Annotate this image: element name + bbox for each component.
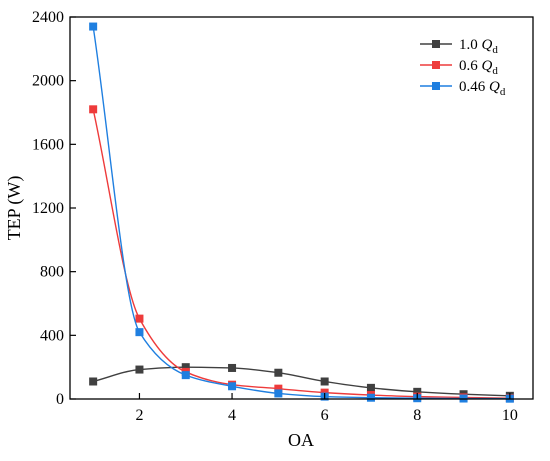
y-axis-title: TEP (W) — [4, 176, 25, 241]
series-line — [92, 366, 510, 397]
x-axis-title: OA — [288, 430, 314, 450]
data-point — [181, 363, 190, 372]
y-tick-label: 800 — [40, 264, 64, 281]
data-point — [135, 328, 144, 337]
series-line — [92, 26, 510, 400]
data-point — [228, 363, 237, 372]
y-tick-label: 1200 — [32, 200, 64, 217]
x-tick-label: 6 — [321, 407, 329, 424]
data-point — [413, 387, 422, 396]
legend-subscript: d — [492, 65, 498, 77]
data-point — [89, 377, 98, 386]
x-tick-label: 2 — [135, 407, 143, 424]
legend-marker — [432, 40, 440, 48]
legend-marker — [432, 61, 440, 69]
legend-value: 0.46 — [459, 79, 489, 95]
legend-value: 1.0 — [459, 37, 482, 53]
x-axis: 2 4 6 8 10 — [135, 393, 518, 424]
legend-marker — [432, 82, 440, 90]
data-point — [89, 22, 98, 31]
legend-q: Q — [482, 58, 493, 74]
data-point — [135, 314, 144, 323]
y-tick-label: 2000 — [32, 73, 64, 90]
data-point — [274, 368, 283, 377]
x-tick-label: 8 — [413, 407, 421, 424]
legend: 1.0 Qd0.6 Qd0.46 Qd — [420, 37, 506, 98]
y-tick-label: 1600 — [32, 136, 64, 153]
data-point — [320, 377, 329, 386]
plot-frame — [69, 16, 534, 400]
legend-label: 0.46 Qd — [459, 79, 506, 98]
legend-label: 0.6 Qd — [459, 58, 498, 77]
y-tick-label: 2400 — [32, 9, 64, 26]
legend-q: Q — [489, 79, 500, 95]
data-point — [366, 383, 375, 392]
data-point — [89, 105, 98, 114]
data-point — [366, 393, 375, 402]
data-point — [135, 365, 144, 374]
legend-q: Q — [482, 37, 493, 53]
legend-value: 0.6 — [459, 58, 482, 74]
data-point — [181, 371, 190, 380]
data-point — [274, 384, 283, 393]
data-point — [228, 382, 237, 391]
y-axis: 0 400 800 1200 1600 2000 2400 — [32, 9, 76, 408]
legend-label: 1.0 Qd — [459, 37, 498, 56]
x-tick-label: 10 — [502, 407, 518, 424]
legend-subscript: d — [492, 44, 498, 56]
y-tick-label: 400 — [40, 327, 64, 344]
x-tick-label: 4 — [228, 407, 236, 424]
legend-subscript: d — [500, 86, 506, 98]
y-tick-label: 0 — [56, 391, 64, 408]
series-layer — [89, 22, 514, 403]
data-point — [274, 389, 283, 398]
